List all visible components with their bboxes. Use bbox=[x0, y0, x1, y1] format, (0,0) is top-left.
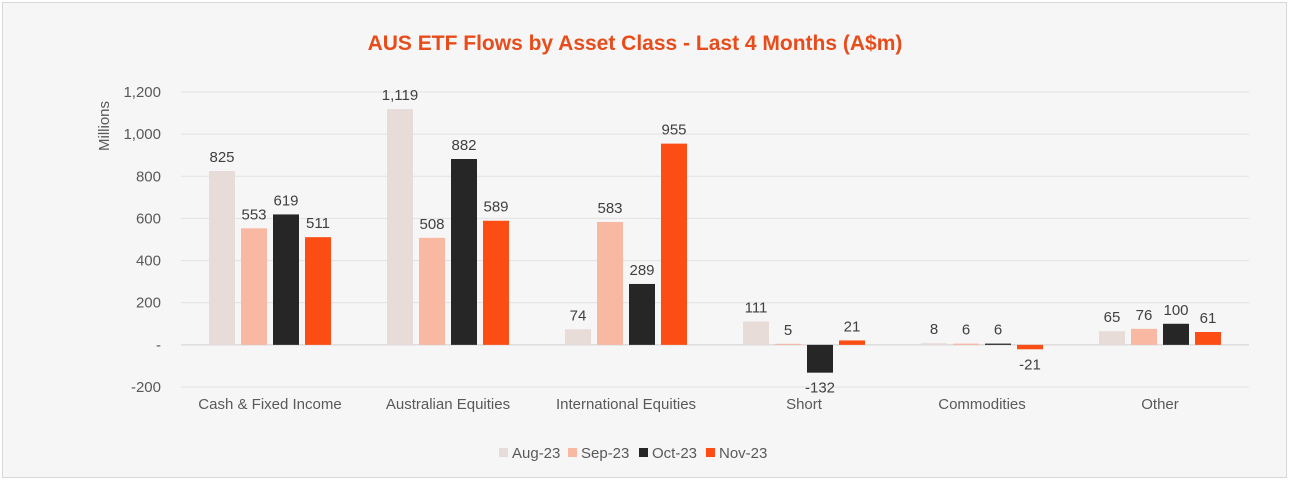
legend-swatch bbox=[499, 448, 508, 457]
bar bbox=[483, 220, 509, 345]
bar bbox=[807, 344, 833, 373]
y-tick-label: 800 bbox=[136, 168, 161, 185]
bar bbox=[1017, 344, 1043, 350]
y-tick-label: 400 bbox=[136, 253, 161, 270]
data-label: 511 bbox=[306, 215, 330, 232]
data-label: 589 bbox=[483, 199, 508, 216]
legend-label: Nov-23 bbox=[719, 445, 767, 462]
data-label: 553 bbox=[241, 206, 266, 223]
bar bbox=[839, 340, 865, 345]
bar bbox=[921, 343, 947, 345]
legend-label: Oct-23 bbox=[652, 445, 697, 462]
data-label: 21 bbox=[844, 318, 861, 335]
bar bbox=[451, 159, 477, 345]
data-label: 76 bbox=[1136, 307, 1153, 324]
bar bbox=[419, 237, 445, 345]
legend-label: Sep-23 bbox=[581, 445, 629, 462]
legend-label: Aug-23 bbox=[512, 445, 560, 462]
data-label: 5 bbox=[784, 322, 792, 339]
y-axis-title: Millions bbox=[96, 101, 113, 151]
gridlines bbox=[181, 91, 1249, 388]
legend: Aug-23 Sep-23 Oct-23 Nov-23 bbox=[499, 445, 767, 462]
bar bbox=[1099, 331, 1125, 345]
data-label: 882 bbox=[451, 137, 476, 154]
data-label: 955 bbox=[661, 122, 686, 139]
bar bbox=[387, 109, 413, 345]
y-tick-label: 1,200 bbox=[123, 84, 161, 101]
bar bbox=[1195, 332, 1221, 345]
legend-swatch bbox=[639, 448, 648, 457]
data-label: 508 bbox=[419, 216, 444, 233]
data-label: 289 bbox=[629, 262, 654, 279]
data-label: 100 bbox=[1163, 302, 1188, 319]
y-tick-label: 600 bbox=[136, 210, 161, 227]
bar bbox=[985, 343, 1011, 345]
data-label: 111 bbox=[745, 299, 768, 316]
data-label: 6 bbox=[962, 322, 970, 339]
data-label: 1,119 bbox=[382, 87, 418, 104]
x-tick-label: Cash & Fixed Income bbox=[198, 396, 341, 413]
y-tick-label: 1,000 bbox=[123, 126, 161, 143]
bar bbox=[1131, 328, 1157, 345]
data-label: 583 bbox=[597, 200, 622, 217]
x-tick-label: Australian Equities bbox=[386, 396, 510, 413]
data-label: 61 bbox=[1200, 310, 1217, 327]
x-tick-label: Other bbox=[1141, 396, 1179, 413]
x-tick-label: International Equities bbox=[556, 396, 696, 413]
bar bbox=[209, 171, 235, 345]
bar bbox=[661, 143, 687, 345]
data-label: -132 bbox=[805, 380, 835, 397]
data-label: -21 bbox=[1019, 356, 1041, 373]
x-tick-label: Commodities bbox=[938, 396, 1026, 413]
y-tick-label: - bbox=[156, 337, 161, 354]
chart-canvas: 825 553 619 511 1,119 508 882 589 74 583 289 955 111… bbox=[96, 32, 1249, 462]
bar bbox=[629, 283, 655, 345]
bar bbox=[775, 343, 801, 345]
x-tick-label: Short bbox=[786, 396, 823, 413]
data-label: 8 bbox=[930, 321, 938, 338]
bar bbox=[273, 214, 299, 345]
y-tick-label: -200 bbox=[131, 379, 161, 396]
data-label: 6 bbox=[994, 322, 1002, 339]
bar bbox=[1163, 323, 1189, 345]
legend-swatch bbox=[706, 448, 715, 457]
data-label: 74 bbox=[570, 307, 587, 324]
bar bbox=[241, 228, 267, 345]
chart-title: AUS ETF Flows by Asset Class - Last 4 Mo… bbox=[368, 32, 903, 55]
bar bbox=[305, 237, 331, 345]
y-tick-label: 200 bbox=[136, 295, 161, 312]
legend-swatch bbox=[568, 448, 577, 457]
data-label: 65 bbox=[1104, 309, 1121, 326]
bar bbox=[565, 329, 591, 345]
data-label: 825 bbox=[209, 149, 234, 166]
bar bbox=[597, 222, 623, 345]
data-label: 619 bbox=[273, 192, 298, 209]
bar bbox=[953, 343, 979, 345]
bars bbox=[209, 109, 1221, 373]
bar bbox=[743, 321, 769, 345]
data-labels: 825 553 619 511 1,119 508 882 589 74 583 289 955 111… bbox=[209, 87, 1216, 397]
